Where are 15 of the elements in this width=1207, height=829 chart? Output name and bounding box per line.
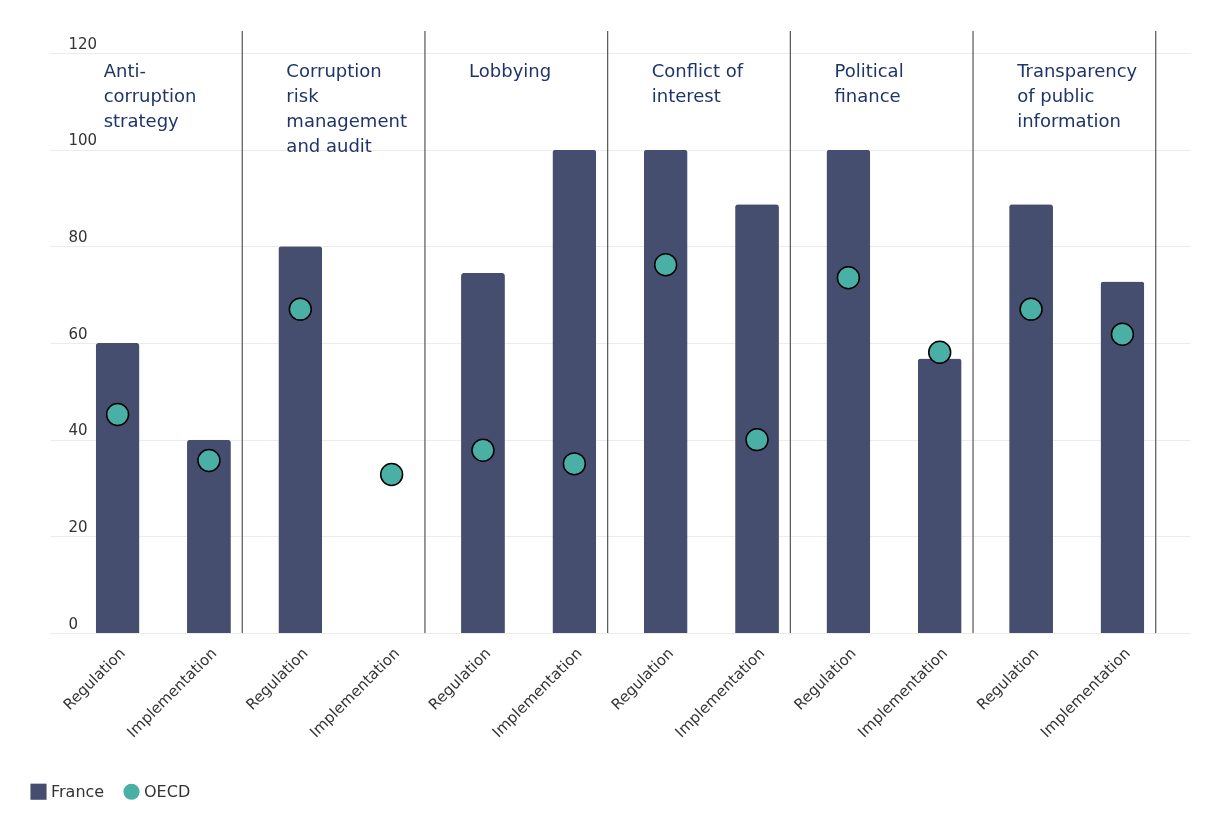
annotation: Conflict of interest (651, 60, 744, 106)
y-tick-label: 120 (68, 34, 98, 53)
annotation: Anti- corruption strategy (103, 60, 197, 131)
annotation: Lobbying (469, 60, 552, 81)
annotation: Corruption risk management and audit (286, 60, 407, 156)
y-tick-label: 60 (68, 324, 88, 343)
annotation: Political finance (834, 60, 904, 106)
y-tick-label: 20 (68, 517, 88, 536)
y-tick-label: 80 (68, 227, 88, 246)
y-tick-label: 0 (68, 614, 79, 633)
annotation: Transparency of public information (1016, 60, 1138, 131)
y-tick-label: 40 (68, 421, 88, 440)
y-tick-label: 100 (68, 131, 98, 150)
legend-label: OECD (144, 781, 191, 801)
legend-label: France (51, 781, 105, 801)
